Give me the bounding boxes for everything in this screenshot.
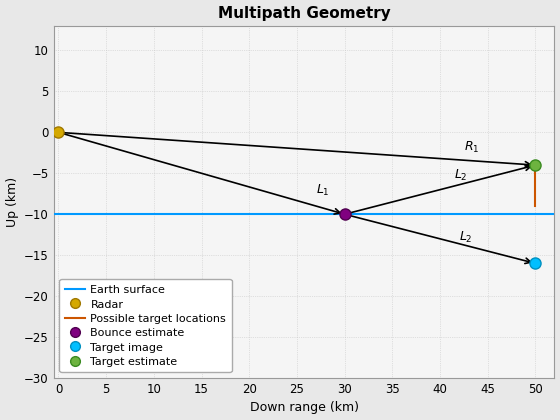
- Text: $L_1$: $L_1$: [316, 183, 330, 198]
- Title: Multipath Geometry: Multipath Geometry: [218, 5, 390, 21]
- Text: $L_2$: $L_2$: [459, 230, 473, 245]
- Text: $R_1$: $R_1$: [464, 140, 479, 155]
- Legend: Earth surface, Radar, Possible target locations, Bounce estimate, Target image, : Earth surface, Radar, Possible target lo…: [59, 279, 232, 373]
- Text: $L_2$: $L_2$: [454, 168, 468, 183]
- X-axis label: Down range (km): Down range (km): [250, 402, 358, 415]
- Y-axis label: Up (km): Up (km): [6, 177, 18, 227]
